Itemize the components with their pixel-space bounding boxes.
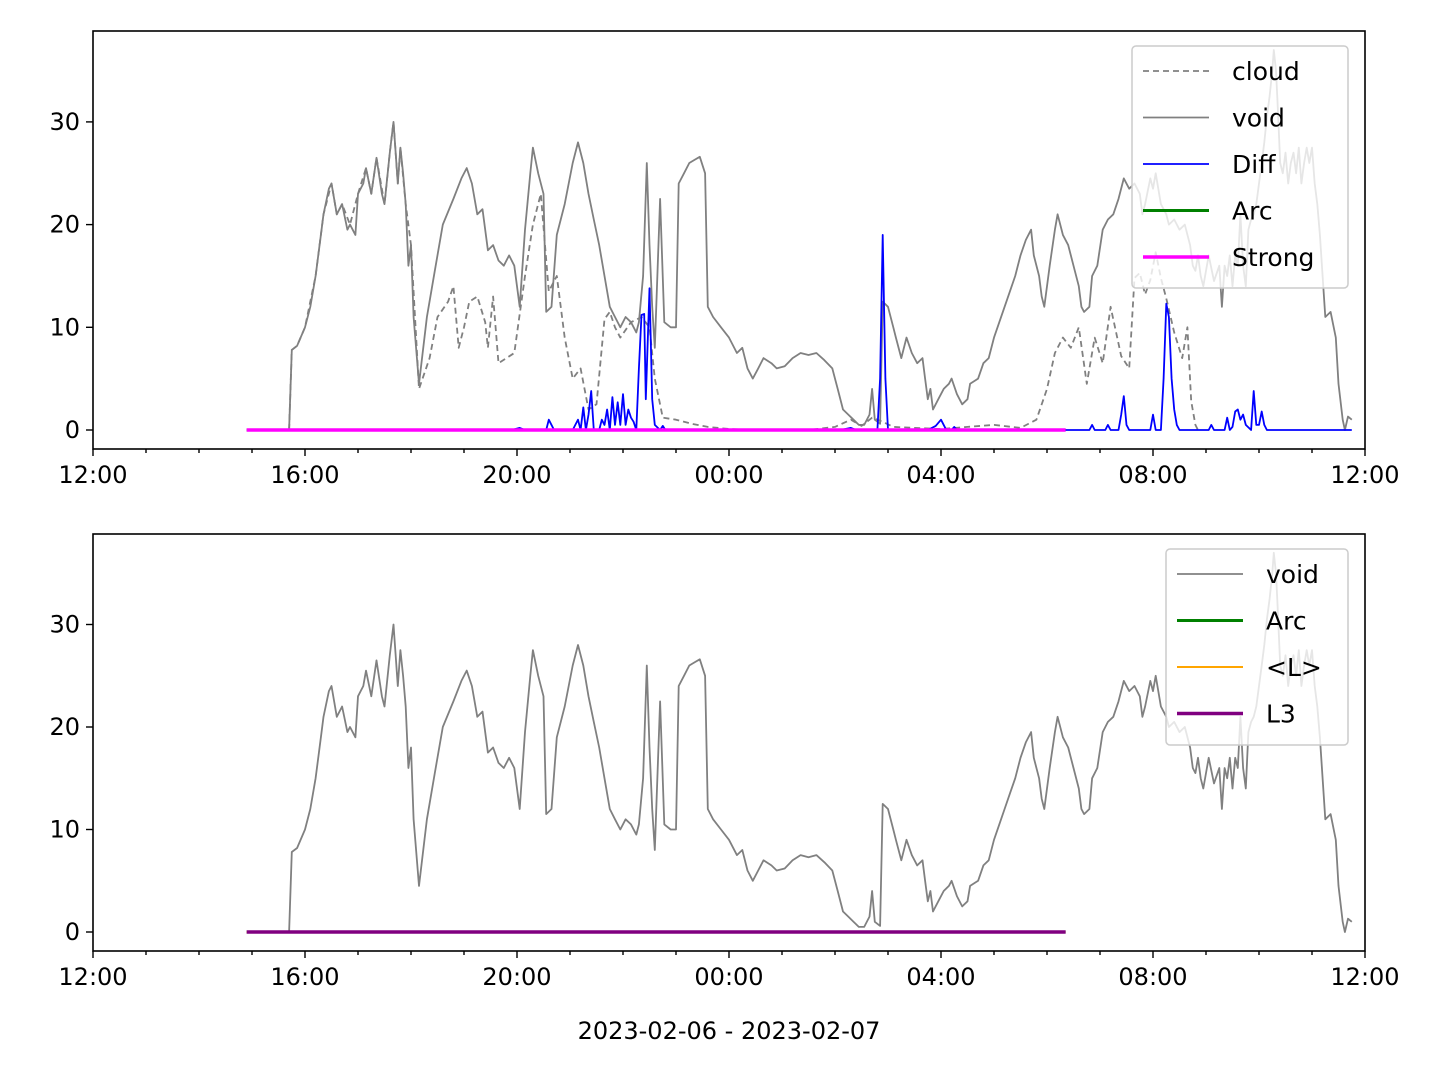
x-tick-label: 12:00 [1330,461,1399,489]
x-tick-label: 08:00 [1118,461,1187,489]
legend-box [1131,45,1349,289]
x-axis-title: 2023-02-06 - 2023-02-07 [578,1017,881,1045]
top-y-axis: 0 10 20 30 [49,108,93,444]
x-tick-label: 16:00 [270,461,339,489]
x-tick-label: 12:00 [58,963,127,991]
x-tick-label: 20:00 [482,461,551,489]
legend-label: <L> [1266,653,1322,682]
bottom-y-axis: 0 10 20 30 [49,611,93,946]
legend-label: Strong [1232,243,1314,272]
x-tick-label: 12:00 [1330,963,1399,991]
y-tick-label: 0 [65,918,80,946]
x-tick-label: 08:00 [1118,963,1187,991]
legend-label: Diff [1232,150,1276,179]
bottom-panel: 12:00 16:00 20:00 00:00 04:00 08:00 12:00 0 10 2… [49,533,1400,991]
x-tick-label: 04:00 [906,963,975,991]
y-tick-label: 20 [49,713,80,741]
top-x-axis: 12:00 16:00 20:00 00:00 04:00 08:00 12:00 [58,449,1400,489]
y-tick-label: 10 [49,816,80,844]
legend-label: Arc [1232,197,1273,226]
x-tick-label: 12:00 [58,461,127,489]
x-tick-label: 00:00 [694,461,763,489]
bottom-legend: void Arc <L> L3 [1165,548,1349,746]
bottom-x-axis: 12:00 16:00 20:00 00:00 04:00 08:00 12:00 [58,951,1400,991]
legend-label: void [1266,560,1319,589]
legend-label: cloud [1232,57,1300,86]
y-tick-label: 0 [65,416,80,444]
x-tick-label: 00:00 [694,963,763,991]
top-panel: 12:00 16:00 20:00 00:00 04:00 08:00 12:00 0 10 2… [49,30,1400,489]
y-tick-label: 10 [49,313,80,341]
top-legend: cloud void Diff Arc Strong [1131,45,1349,289]
y-tick-label: 20 [49,211,80,239]
y-tick-label: 30 [49,108,80,136]
series-line-cloud [288,121,1199,431]
x-tick-label: 20:00 [482,963,551,991]
legend-label: void [1232,104,1285,133]
y-tick-label: 30 [49,611,80,639]
x-tick-label: 04:00 [906,461,975,489]
legend-box [1165,548,1349,746]
legend-label: L3 [1266,700,1296,729]
x-tick-label: 16:00 [270,963,339,991]
legend-label: Arc [1266,607,1307,636]
